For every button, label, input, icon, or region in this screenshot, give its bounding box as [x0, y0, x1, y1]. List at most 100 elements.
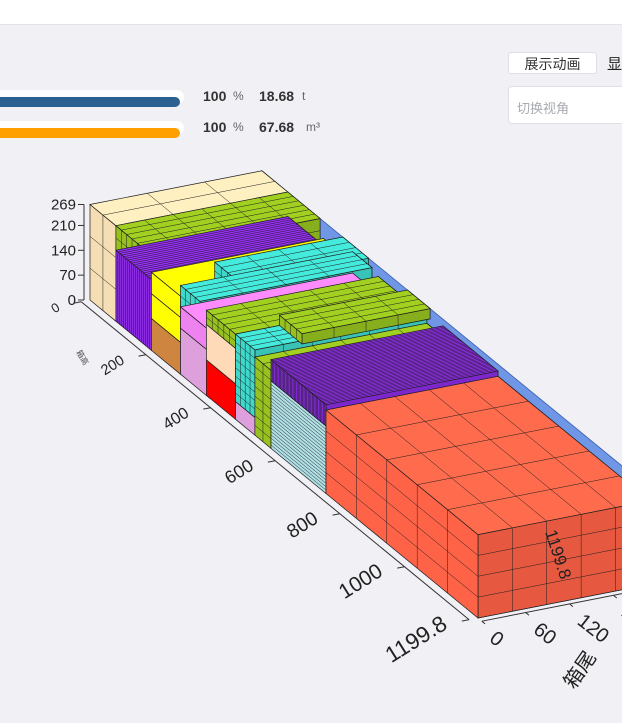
y-tick: [525, 612, 530, 616]
cargo-grid-line: [316, 362, 489, 398]
cargo-grid-line: [133, 230, 306, 266]
cargo-grid-line: [141, 237, 314, 272]
cargo-grid-line: [117, 217, 290, 253]
cargo-grid-line: [477, 568, 622, 598]
cargo-grid-line: [270, 407, 327, 454]
cargo-grid-line: [314, 361, 488, 396]
cargo-grid-line: [309, 357, 482, 392]
z-tick-label: 210: [51, 217, 76, 234]
cargo-grid-line: [240, 303, 271, 328]
x-tick: [267, 460, 276, 463]
cargo-grid-line: [281, 334, 455, 369]
weight-percent-unit: %: [233, 89, 244, 103]
y-tick: [481, 620, 486, 625]
y-tick: [569, 603, 574, 607]
cargo-grid-line: [127, 225, 300, 261]
show-animation-button[interactable]: 展示动画: [508, 52, 597, 74]
cargo-grid-line: [102, 181, 275, 216]
cargo-grid-line: [356, 400, 529, 436]
x-tick-label: 1000: [335, 559, 387, 603]
cargo-grid-line: [291, 342, 464, 377]
z-tick-label: 269: [51, 197, 76, 214]
y-axis-line: [481, 593, 622, 622]
cargo-grid-line: [305, 353, 478, 389]
cargo-grid-line: [283, 335, 456, 371]
cargo-grid-line: [292, 343, 466, 378]
cargo-grid-line: [254, 395, 272, 410]
volume-percent: 100: [203, 119, 227, 135]
cargo-box-green: [278, 289, 431, 345]
cargo-grid-line: [477, 526, 622, 556]
cargo-grid-line: [270, 421, 327, 467]
cargo-grid-line: [270, 384, 327, 430]
display-label: 显: [607, 56, 622, 73]
cargo-grid-line: [286, 338, 459, 373]
weight-value: 18.68: [259, 88, 295, 104]
cargo-grid-line: [312, 359, 485, 394]
cargo-grid-line: [270, 424, 327, 471]
cargo-grid-line: [131, 229, 304, 264]
cargo-grid-line: [212, 280, 385, 316]
y-tick-label: 120: [573, 610, 613, 648]
cargo-face-top: [325, 375, 622, 535]
cargo-grid-line: [417, 450, 590, 486]
cargo-grid-line: [235, 359, 256, 376]
cargo-grid-line: [123, 222, 296, 257]
cargo-grid-line: [137, 234, 310, 269]
cargo-grid-line: [288, 340, 461, 375]
weight-unit: t: [302, 89, 306, 103]
x-tick: [203, 407, 211, 410]
volume-stat: 100 % 67.68 m³: [0, 116, 340, 138]
cargo-grid-line: [275, 329, 448, 364]
cargo-grid-line: [477, 547, 622, 577]
cargo-grid-line: [394, 396, 547, 522]
top-bar: [0, 0, 622, 25]
cargo-grid-line: [204, 181, 231, 204]
x-tick: [332, 513, 340, 516]
cargo-grid-line: [313, 360, 486, 395]
cargo-grid-line: [310, 358, 483, 393]
cargo-grid-line: [280, 333, 453, 368]
cargo-grid-line: [386, 425, 559, 461]
x-tick-label: 1199.8: [381, 611, 451, 668]
cargo-grid-line: [273, 327, 446, 363]
cargo-grid-line: [223, 290, 396, 325]
cargo-grid-line: [270, 431, 327, 477]
x-tick: [73, 301, 82, 304]
cargo-grid-line: [254, 415, 272, 430]
y-tick: [613, 594, 618, 599]
cargo-grid-line: [319, 365, 492, 400]
cargo-grid-line: [325, 451, 479, 577]
cargo-grid-line: [270, 411, 327, 457]
cargo-grid-line: [270, 414, 327, 460]
cargo-grid-line: [235, 350, 256, 368]
weight-bar-fill: [0, 97, 180, 107]
weight-bar-track: [0, 90, 184, 107]
z-tick-label: 140: [51, 242, 76, 259]
cargo-grid-line: [324, 369, 497, 404]
cargo-grid-line: [463, 382, 616, 508]
cargo-grid-line: [375, 296, 399, 316]
x-tick-label: 800: [283, 507, 322, 543]
cargo-grid-line: [263, 328, 284, 345]
cargo-grid-line: [235, 342, 256, 359]
x-tick-label: 600: [221, 455, 257, 488]
cargo-grid-line: [254, 366, 272, 381]
cargo-grid-line: [89, 236, 117, 258]
z-tick-label: 0: [68, 292, 76, 309]
cargo-grid-line: [129, 227, 302, 262]
cargo-grid-line: [270, 427, 327, 474]
cargo-grid-line: [308, 356, 481, 391]
cargo-grid-line: [290, 341, 463, 376]
view-angle-select[interactable]: 切换视角: [508, 86, 622, 124]
cargo-boxes: [89, 170, 622, 619]
volume-bar-track: [0, 121, 184, 138]
weight-percent: 100: [203, 88, 227, 104]
volume-unit: m³: [306, 120, 320, 134]
cargo-grid-line: [287, 339, 460, 374]
z-tick-label: 70: [59, 267, 76, 284]
y-axis-label: 箱尾: [558, 646, 601, 693]
cargo-grid-line: [343, 302, 367, 322]
cargo-grid-line: [325, 472, 479, 598]
